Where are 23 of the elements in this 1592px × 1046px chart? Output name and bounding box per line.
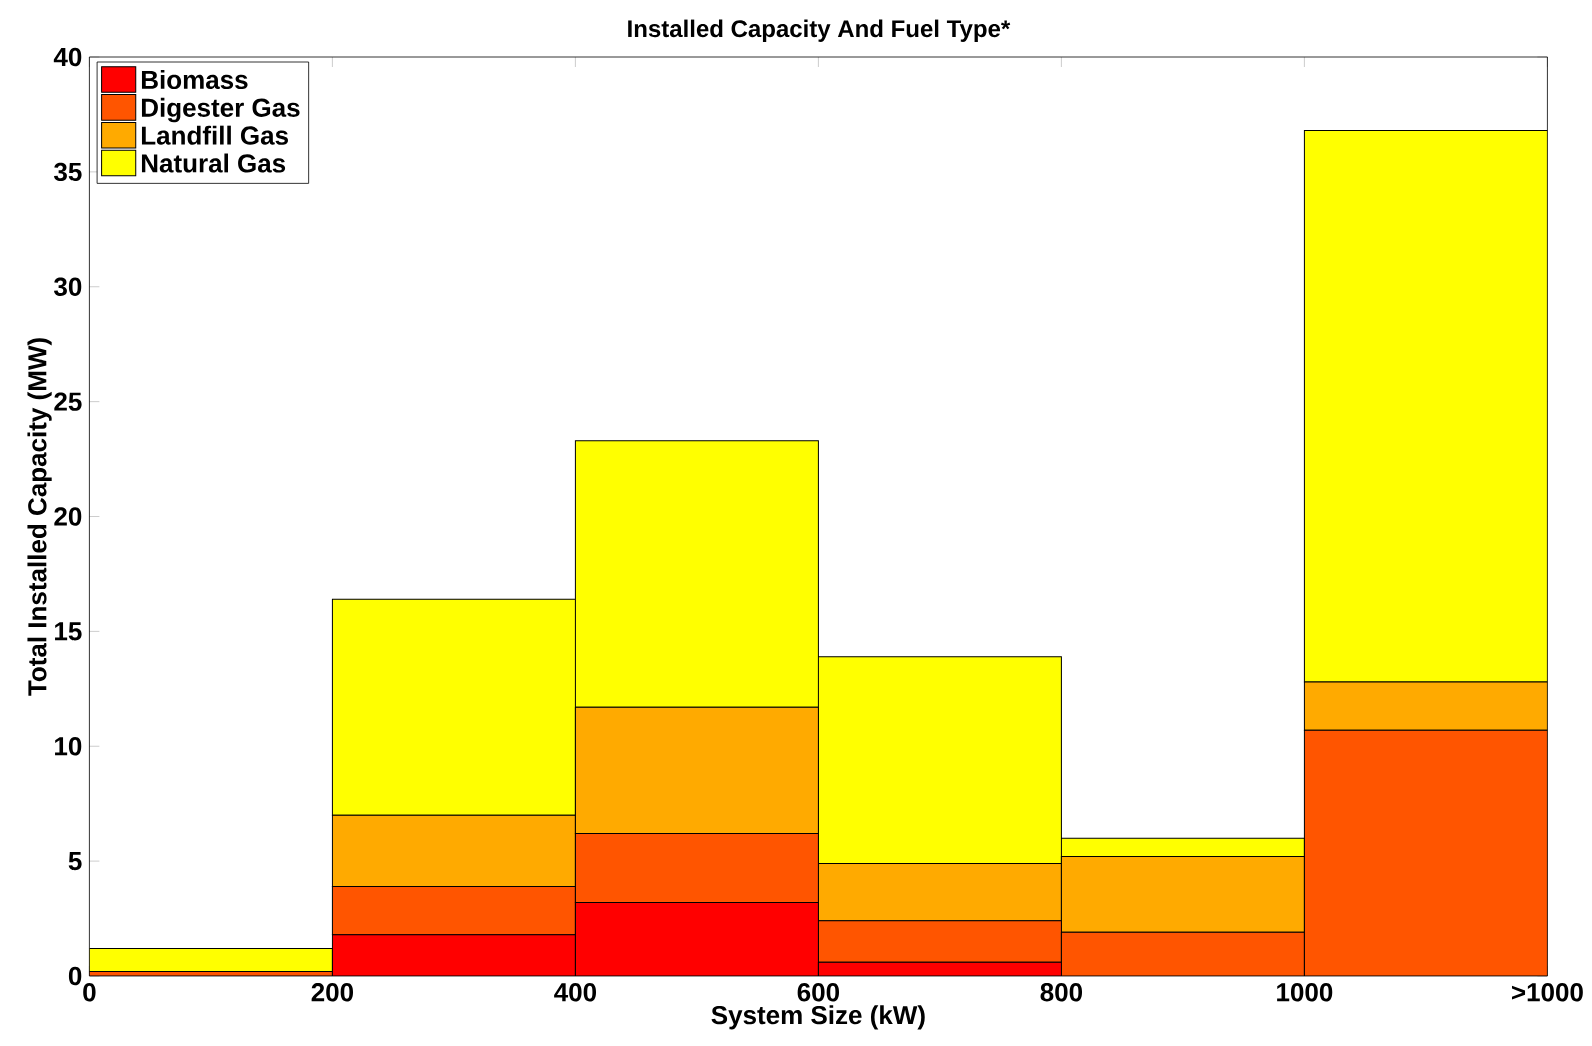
- y-tick-label: 10: [55, 737, 82, 756]
- y-tick-label: 35: [54, 162, 82, 182]
- x-tick-label: 800: [1040, 983, 1083, 1002]
- legend-label: Biomass: [141, 69, 248, 90]
- x-tick-label: 1000: [1277, 983, 1333, 1002]
- y-tick-label: 25: [54, 392, 82, 411]
- y-tick-label: 5: [68, 852, 82, 871]
- y-tick-label: 15: [55, 622, 82, 641]
- y-axis-title: Total Installed Capacity (MW): [27, 338, 52, 696]
- x-tick-label: 400: [554, 983, 597, 1002]
- y-tick-label: 20: [54, 507, 82, 526]
- legend-label: Landfill Gas: [141, 125, 288, 145]
- x-axis-title: System Size (kW): [711, 1005, 925, 1030]
- y-tick-label: 40: [53, 47, 82, 67]
- y-tick-label: 30: [54, 277, 82, 296]
- x-tick-label: 0: [83, 983, 96, 1002]
- x-tick-label: 200: [311, 983, 354, 1002]
- legend-label: Natural Gas: [141, 153, 286, 173]
- x-tick-label: 600: [797, 983, 840, 1002]
- x-tick-label: >1000: [1512, 983, 1583, 1002]
- chart-title: Installed Capacity And Fuel Type*: [628, 19, 1011, 42]
- legend-label: Digester Gas: [141, 97, 300, 123]
- y-tick-label: 0: [68, 966, 82, 986]
